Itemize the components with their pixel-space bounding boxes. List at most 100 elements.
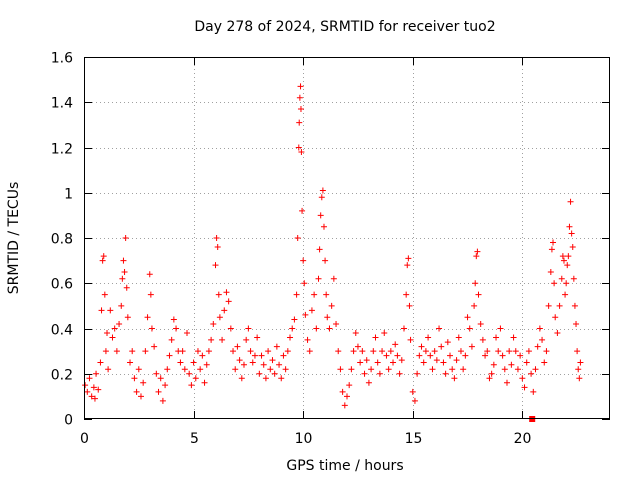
data-point	[265, 348, 272, 355]
data-point	[159, 397, 166, 404]
data-point	[333, 320, 340, 327]
data-point	[111, 325, 118, 332]
tick-marks	[84, 57, 610, 420]
data-point	[216, 314, 223, 321]
data-point	[221, 307, 228, 314]
data-point	[297, 83, 304, 90]
data-point	[381, 330, 388, 337]
y-tick-label: 0.2	[51, 368, 73, 384]
data-point	[508, 361, 515, 368]
data-point	[105, 366, 112, 373]
data-point	[95, 386, 102, 393]
x-tick-label: 0	[80, 431, 89, 447]
data-point	[214, 244, 221, 251]
data-point	[297, 106, 304, 113]
data-point	[530, 388, 537, 395]
data-point	[376, 370, 383, 377]
data-point	[552, 314, 559, 321]
data-point	[550, 239, 557, 246]
data-point	[403, 291, 410, 298]
y-tick-label: 1	[64, 187, 73, 203]
data-point	[140, 379, 147, 386]
data-point	[548, 246, 555, 253]
data-point	[245, 325, 252, 332]
data-point	[212, 262, 219, 269]
data-point	[304, 336, 311, 343]
data-point	[565, 253, 572, 260]
data-point	[82, 382, 89, 389]
data-point	[534, 343, 541, 350]
x-axis-label: GPS time / hours	[286, 458, 403, 474]
data-point	[97, 359, 104, 366]
data-point	[536, 325, 543, 332]
data-point	[501, 366, 508, 373]
grid-lines	[84, 57, 610, 419]
data-point	[166, 352, 173, 359]
data-point	[227, 325, 234, 332]
data-point	[215, 291, 222, 298]
data-point	[313, 325, 320, 332]
data-point	[179, 348, 186, 355]
data-point	[243, 336, 250, 343]
data-point	[363, 357, 370, 364]
data-point	[575, 366, 582, 373]
data-point	[324, 314, 331, 321]
data-point	[457, 348, 464, 355]
y-tick-label: 1.6	[51, 51, 73, 67]
data-point	[365, 379, 372, 386]
data-point	[289, 325, 296, 332]
data-point	[251, 352, 258, 359]
data-point	[170, 316, 177, 323]
data-point	[234, 343, 241, 350]
data-point	[93, 370, 100, 377]
data-point	[499, 352, 506, 359]
x-tick-label: 15	[405, 431, 423, 447]
data-point	[405, 255, 412, 262]
data-point	[219, 336, 226, 343]
data-point	[276, 361, 283, 368]
data-point	[569, 244, 576, 251]
chart-title: Day 278 of 2024, SRMTID for receiver tuo…	[194, 19, 495, 35]
data-point	[568, 230, 575, 237]
data-point	[406, 302, 413, 309]
data-point	[122, 235, 129, 241]
data-point	[554, 330, 561, 337]
data-point	[468, 343, 475, 350]
data-point	[135, 366, 142, 373]
data-point	[523, 359, 530, 366]
data-point	[473, 253, 480, 260]
data-point	[563, 280, 570, 287]
data-point	[133, 388, 140, 395]
data-point	[392, 341, 399, 348]
data-point	[352, 330, 359, 337]
data-point	[296, 94, 303, 101]
data-point	[438, 343, 445, 350]
data-point	[495, 348, 502, 355]
data-point	[562, 291, 569, 298]
data-point	[300, 257, 307, 264]
data-point	[188, 382, 195, 389]
data-point	[414, 370, 421, 377]
data-point	[370, 348, 377, 355]
x-tick-labels: 0 5 10 15 20	[80, 431, 531, 447]
data-point	[556, 302, 563, 309]
data-point	[232, 366, 239, 373]
data-point	[146, 271, 153, 278]
data-point	[116, 320, 123, 327]
data-point	[503, 379, 510, 386]
data-point	[260, 361, 267, 368]
data-point	[271, 370, 278, 377]
data-point	[451, 375, 458, 382]
data-point	[91, 395, 98, 402]
data-point	[203, 361, 210, 368]
data-point	[429, 366, 436, 373]
y-tick-label: 0.4	[51, 323, 73, 339]
data-point	[385, 366, 392, 373]
data-point	[210, 320, 217, 327]
data-point	[186, 370, 193, 377]
data-point	[532, 366, 539, 373]
data-point	[137, 393, 144, 400]
data-point	[205, 348, 212, 355]
